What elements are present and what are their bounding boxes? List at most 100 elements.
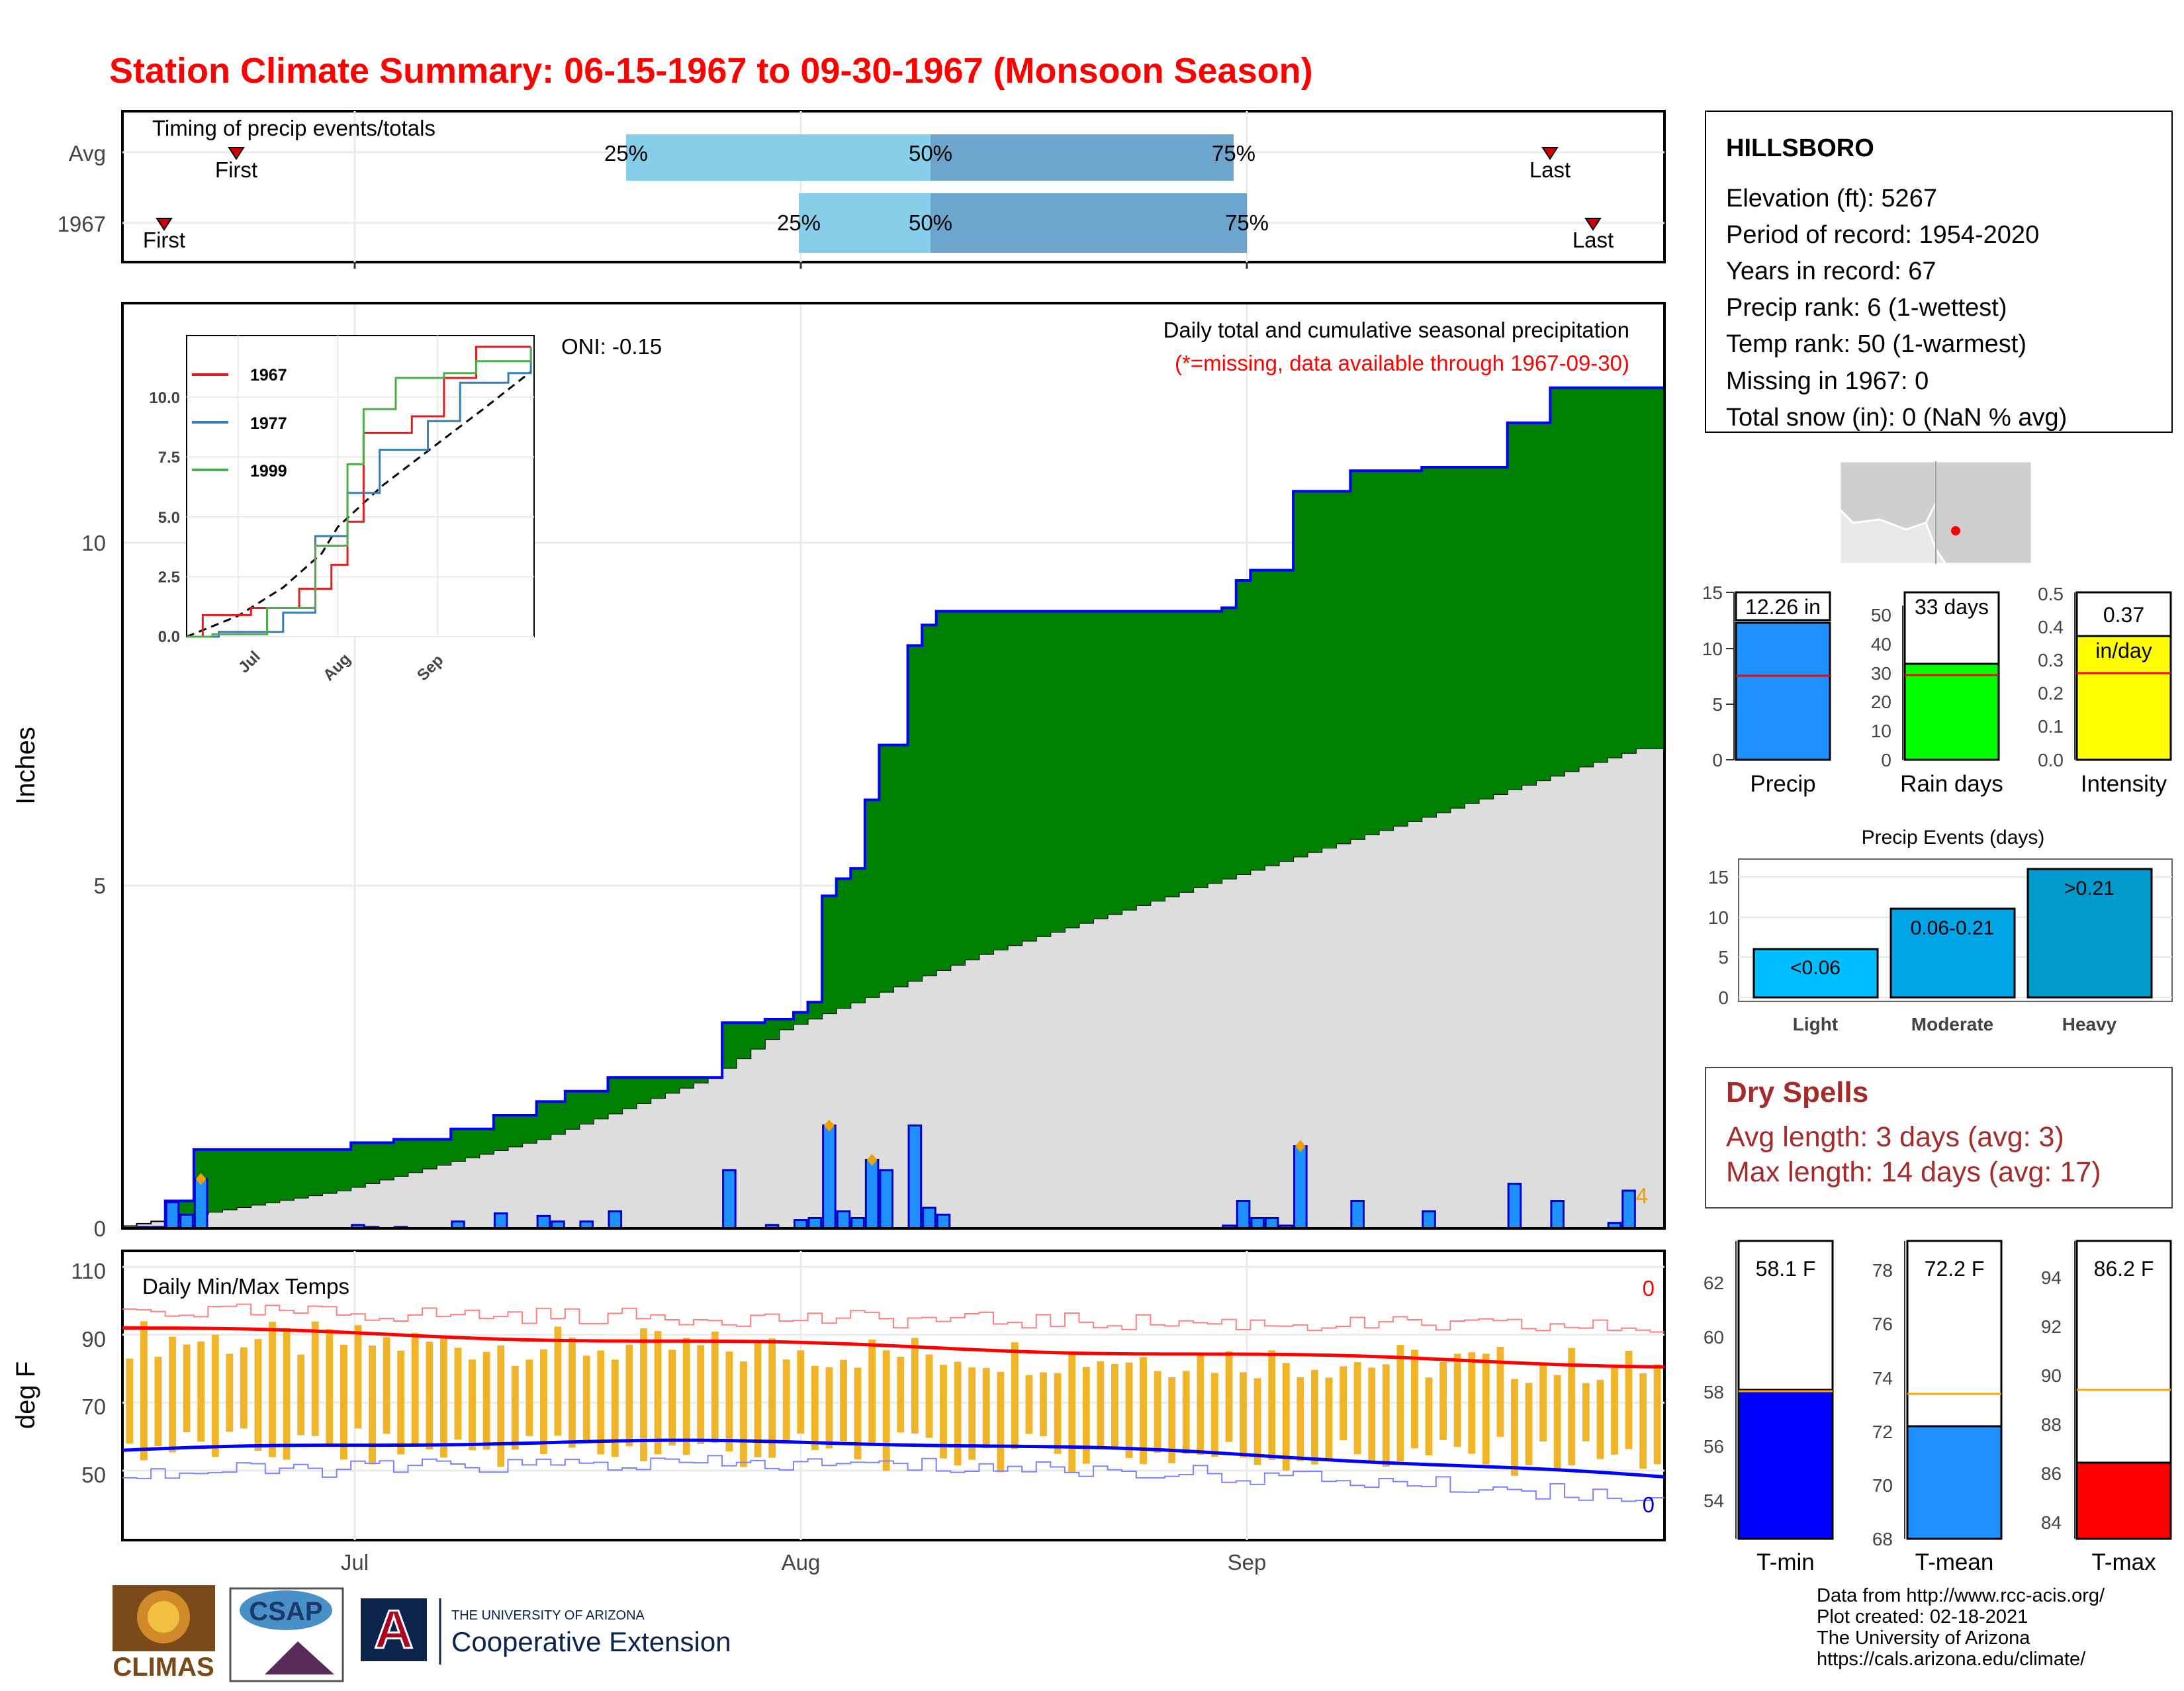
daily-temp-range-bar <box>340 1344 347 1460</box>
tmean-summary-bar <box>1906 1425 2003 1540</box>
dry-spells-title: Dry Spells <box>1726 1076 1868 1109</box>
daily-precip-bar <box>936 1213 951 1230</box>
daily-temp-range-bar <box>240 1347 248 1429</box>
inset-ytick-2: 5.0 <box>158 509 180 527</box>
summary-tmin-chart: 54 56 58 60 62 58.1 F T-min <box>1704 1240 1834 1575</box>
events-title: Precip Events (days) <box>1862 827 2045 848</box>
daily-temp-range-bar <box>126 1358 134 1443</box>
events-ytick-10: 10 <box>1708 907 1729 928</box>
daily-precip-bar <box>1507 1183 1522 1230</box>
daily-temp-range-bar <box>1653 1364 1661 1465</box>
station-line-missing: Missing in 1967: 0 <box>1726 367 1929 395</box>
daily-precip-bar <box>1422 1210 1436 1230</box>
credit-plot-created: Plot created: 02-18-2021 <box>1817 1606 2028 1627</box>
daily-precip-bar <box>836 1210 851 1230</box>
daily-temp-range-bar <box>1325 1377 1333 1461</box>
timing-year-75: 75% <box>1225 210 1269 235</box>
tmean-summary-label: T-mean <box>1915 1549 1994 1575</box>
daily-temp-range-bar <box>1382 1364 1390 1467</box>
timing-year-q2 <box>931 193 1247 253</box>
cumulative-precip-area <box>122 387 1664 1228</box>
summary-tmean-chart: 68 70 72 74 76 78 72.2 F T-mean <box>1872 1240 2003 1575</box>
tmax-ytick-90: 90 <box>2041 1365 2062 1386</box>
daily-temp-range-bar <box>1025 1375 1033 1434</box>
climas-logo-text: CLIMAS <box>113 1653 214 1682</box>
cumulative-precip-line <box>122 386 1664 1230</box>
daily-temp-range-bar <box>668 1349 676 1446</box>
events-ytick-0: 0 <box>1718 987 1729 1008</box>
daily-temp-range-bar <box>440 1338 447 1458</box>
timing-avg-25: 25% <box>604 141 648 165</box>
daily-temp-range-bar <box>1097 1361 1105 1449</box>
daily-temp-range-bar <box>625 1344 633 1447</box>
daily-temp-range-bar <box>1340 1366 1347 1441</box>
daily-temp-range-bar <box>811 1365 819 1450</box>
daily-temp-range-bar <box>782 1359 790 1442</box>
daily-temp-range-bar <box>1182 1371 1190 1454</box>
raindays-summary-bar <box>1903 663 2000 761</box>
timing-year-first-marker <box>156 218 173 231</box>
daily-temp-range-bar <box>1353 1362 1361 1455</box>
daily-temp-range-bar <box>997 1371 1005 1473</box>
avg-min-line <box>122 1438 1665 1479</box>
temp-count-top: 0 <box>1643 1276 1655 1301</box>
daily-temp-range-bar <box>1553 1375 1561 1471</box>
tmax-ytick-92: 92 <box>2041 1316 2062 1337</box>
tmin-ytick-62: 62 <box>1704 1273 1724 1293</box>
oni-label: ONI: -0.15 <box>561 334 662 359</box>
daily-temp-range-bar <box>269 1322 276 1457</box>
precip-bar-ytick-10: 10 <box>1702 639 1723 659</box>
timing-avg-first-label: First <box>215 158 257 182</box>
daily-temp-range-bar <box>411 1333 419 1444</box>
ua-logo-big: Cooperative Extension <box>451 1626 731 1657</box>
daily-temp-range-bar <box>1639 1373 1647 1469</box>
daily-temp-range-bar <box>311 1321 319 1436</box>
precip-summary-label: Precip <box>1750 771 1815 797</box>
inset-series-line <box>187 346 532 638</box>
raindays-ytick-10: 10 <box>1871 721 1891 741</box>
inset-ytick-0: 0.0 <box>158 628 180 646</box>
inset-ytick-1: 2.5 <box>158 569 180 586</box>
daily-precip-bar <box>807 1216 823 1230</box>
ua-logo: A THE UNIVERSITY OF ARIZONA Cooperative … <box>361 1598 731 1665</box>
intensity-summary-unit: in/day <box>2095 639 2152 663</box>
tmean-ytick-76: 76 <box>1872 1314 1893 1334</box>
intensity-ytick-1: 0.1 <box>2038 716 2064 737</box>
precip-events-chart: Precip Events (days) 0 5 10 15 <0.06 0.0… <box>1708 827 2173 1034</box>
station-line-elevation: Elevation (ft): 5267 <box>1726 185 1937 212</box>
daily-temp-range-bar <box>569 1337 576 1448</box>
precip-summary-value: 12.26 in <box>1745 595 1821 619</box>
intensity-ytick-4: 0.4 <box>2038 617 2064 637</box>
daily-temp-range-bar <box>482 1351 490 1450</box>
dry-spells-max: Max length: 14 days (avg: 17) <box>1726 1156 2101 1188</box>
daily-temp-range-bar <box>1282 1363 1290 1471</box>
daily-temp-range-bar <box>1268 1350 1276 1460</box>
inset-ytick-3: 7.5 <box>158 449 180 467</box>
tmax-ytick-86: 86 <box>2041 1463 2062 1484</box>
dry-spells-box: Dry Spells Avg length: 3 days (avg: 3) M… <box>1705 1067 2173 1209</box>
timing-avg-75: 75% <box>1212 141 1255 165</box>
precip-ytick-10: 10 <box>81 531 106 555</box>
inset-series-line <box>187 346 532 638</box>
daily-precip-bar <box>864 1158 880 1230</box>
dry-spells-avg: Avg length: 3 days (avg: 3) <box>1726 1121 2064 1153</box>
daily-temp-range-bar <box>369 1345 376 1465</box>
events-cat-moderate: Moderate <box>1911 1014 1993 1034</box>
station-line-temp-rank: Temp rank: 50 (1-warmest) <box>1726 330 2026 358</box>
tmean-ytick-70: 70 <box>1872 1475 1893 1496</box>
precip-y-label: Inches <box>11 727 40 805</box>
daily-temp-range-bar <box>1482 1353 1490 1465</box>
daily-temp-range-bar <box>897 1356 905 1433</box>
raindays-ytick-40: 40 <box>1871 634 1891 655</box>
daily-temp-range-bar <box>1125 1362 1133 1458</box>
station-line-precip-rank: Precip rank: 6 (1-wettest) <box>1726 294 2007 322</box>
timing-label: Timing of precip events/totals <box>152 116 435 140</box>
record-min-line <box>122 1455 1664 1502</box>
daily-temp-range-bar <box>197 1341 205 1442</box>
daily-temp-range-bar <box>597 1350 605 1455</box>
daily-precip-bar <box>1236 1200 1251 1230</box>
credit-university: The University of Arizona <box>1817 1627 2030 1649</box>
precip-ytick-0: 0 <box>94 1216 106 1241</box>
events-bar-label-heavy: >0.21 <box>2064 878 2115 899</box>
events-ytick-5: 5 <box>1718 947 1729 968</box>
